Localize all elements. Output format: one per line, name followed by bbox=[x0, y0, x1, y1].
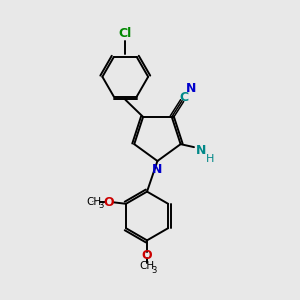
Text: N: N bbox=[152, 163, 163, 176]
Text: H: H bbox=[206, 154, 214, 164]
Text: N: N bbox=[196, 145, 207, 158]
Text: C: C bbox=[180, 91, 189, 104]
Text: 3: 3 bbox=[151, 266, 157, 275]
Text: CH: CH bbox=[140, 261, 154, 271]
Text: N: N bbox=[186, 82, 196, 94]
Text: CH: CH bbox=[86, 197, 101, 207]
Text: O: O bbox=[103, 196, 114, 209]
Text: Cl: Cl bbox=[118, 28, 132, 40]
Text: methoxy: methoxy bbox=[92, 201, 98, 202]
Text: 3: 3 bbox=[98, 201, 103, 210]
Text: O: O bbox=[142, 249, 152, 262]
